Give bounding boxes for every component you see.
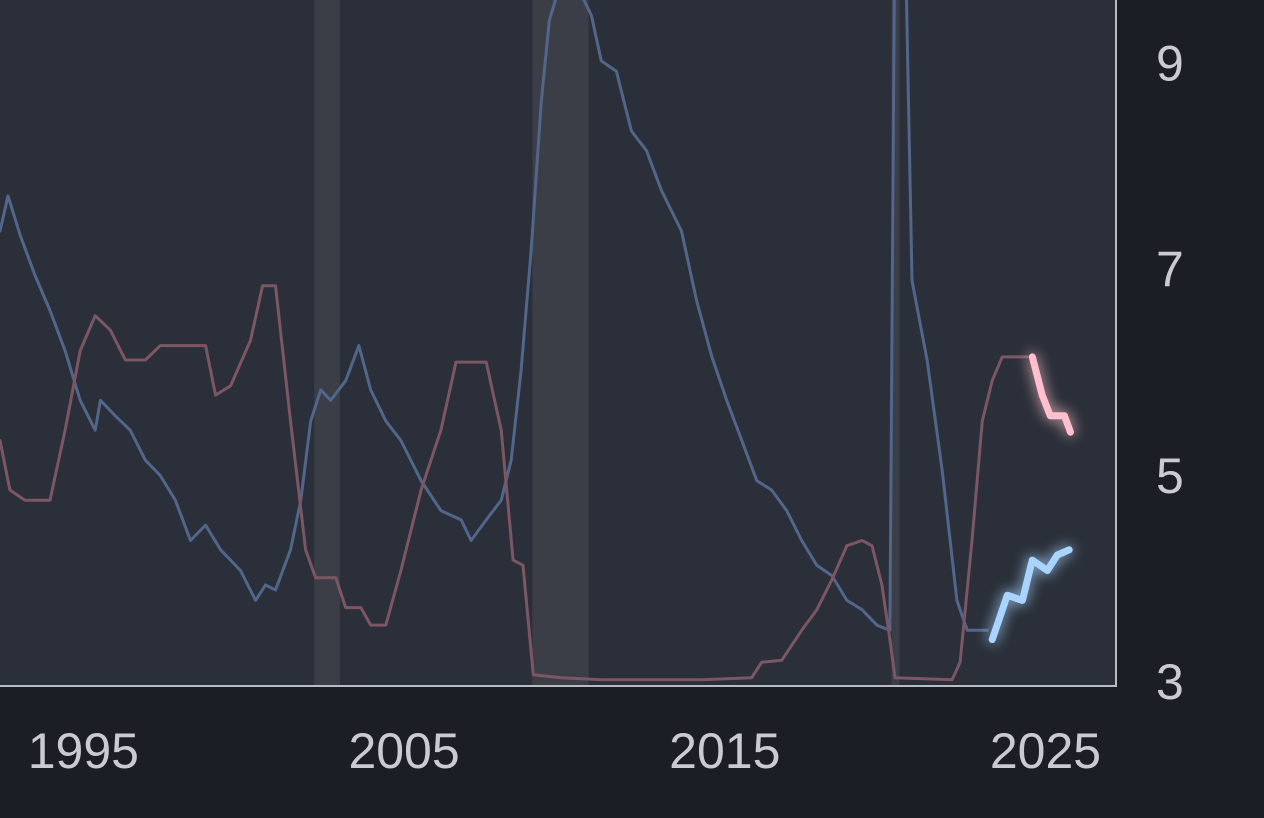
x-tick-label: 2025: [990, 723, 1101, 779]
shaded-range: [314, 0, 340, 686]
y-tick-label: 9: [1156, 35, 1184, 91]
label-layer: 3 5 7 9 1995 2005 2015 2025: [28, 35, 1184, 779]
series-line: [0, 284, 1029, 682]
highlight-line: [988, 546, 1073, 644]
x-tick-label: 2015: [669, 723, 780, 779]
x-tick-label: 1995: [28, 723, 139, 779]
highlight-line: [1028, 353, 1074, 436]
series-line: [0, 0, 989, 632]
y-tick-label: 5: [1156, 448, 1184, 504]
shaded-range: [891, 0, 900, 686]
x-tick-label: 2005: [348, 723, 459, 779]
y-tick-label: 3: [1156, 654, 1184, 710]
line-layer: [0, 0, 1074, 682]
y-tick-label: 7: [1156, 242, 1184, 298]
